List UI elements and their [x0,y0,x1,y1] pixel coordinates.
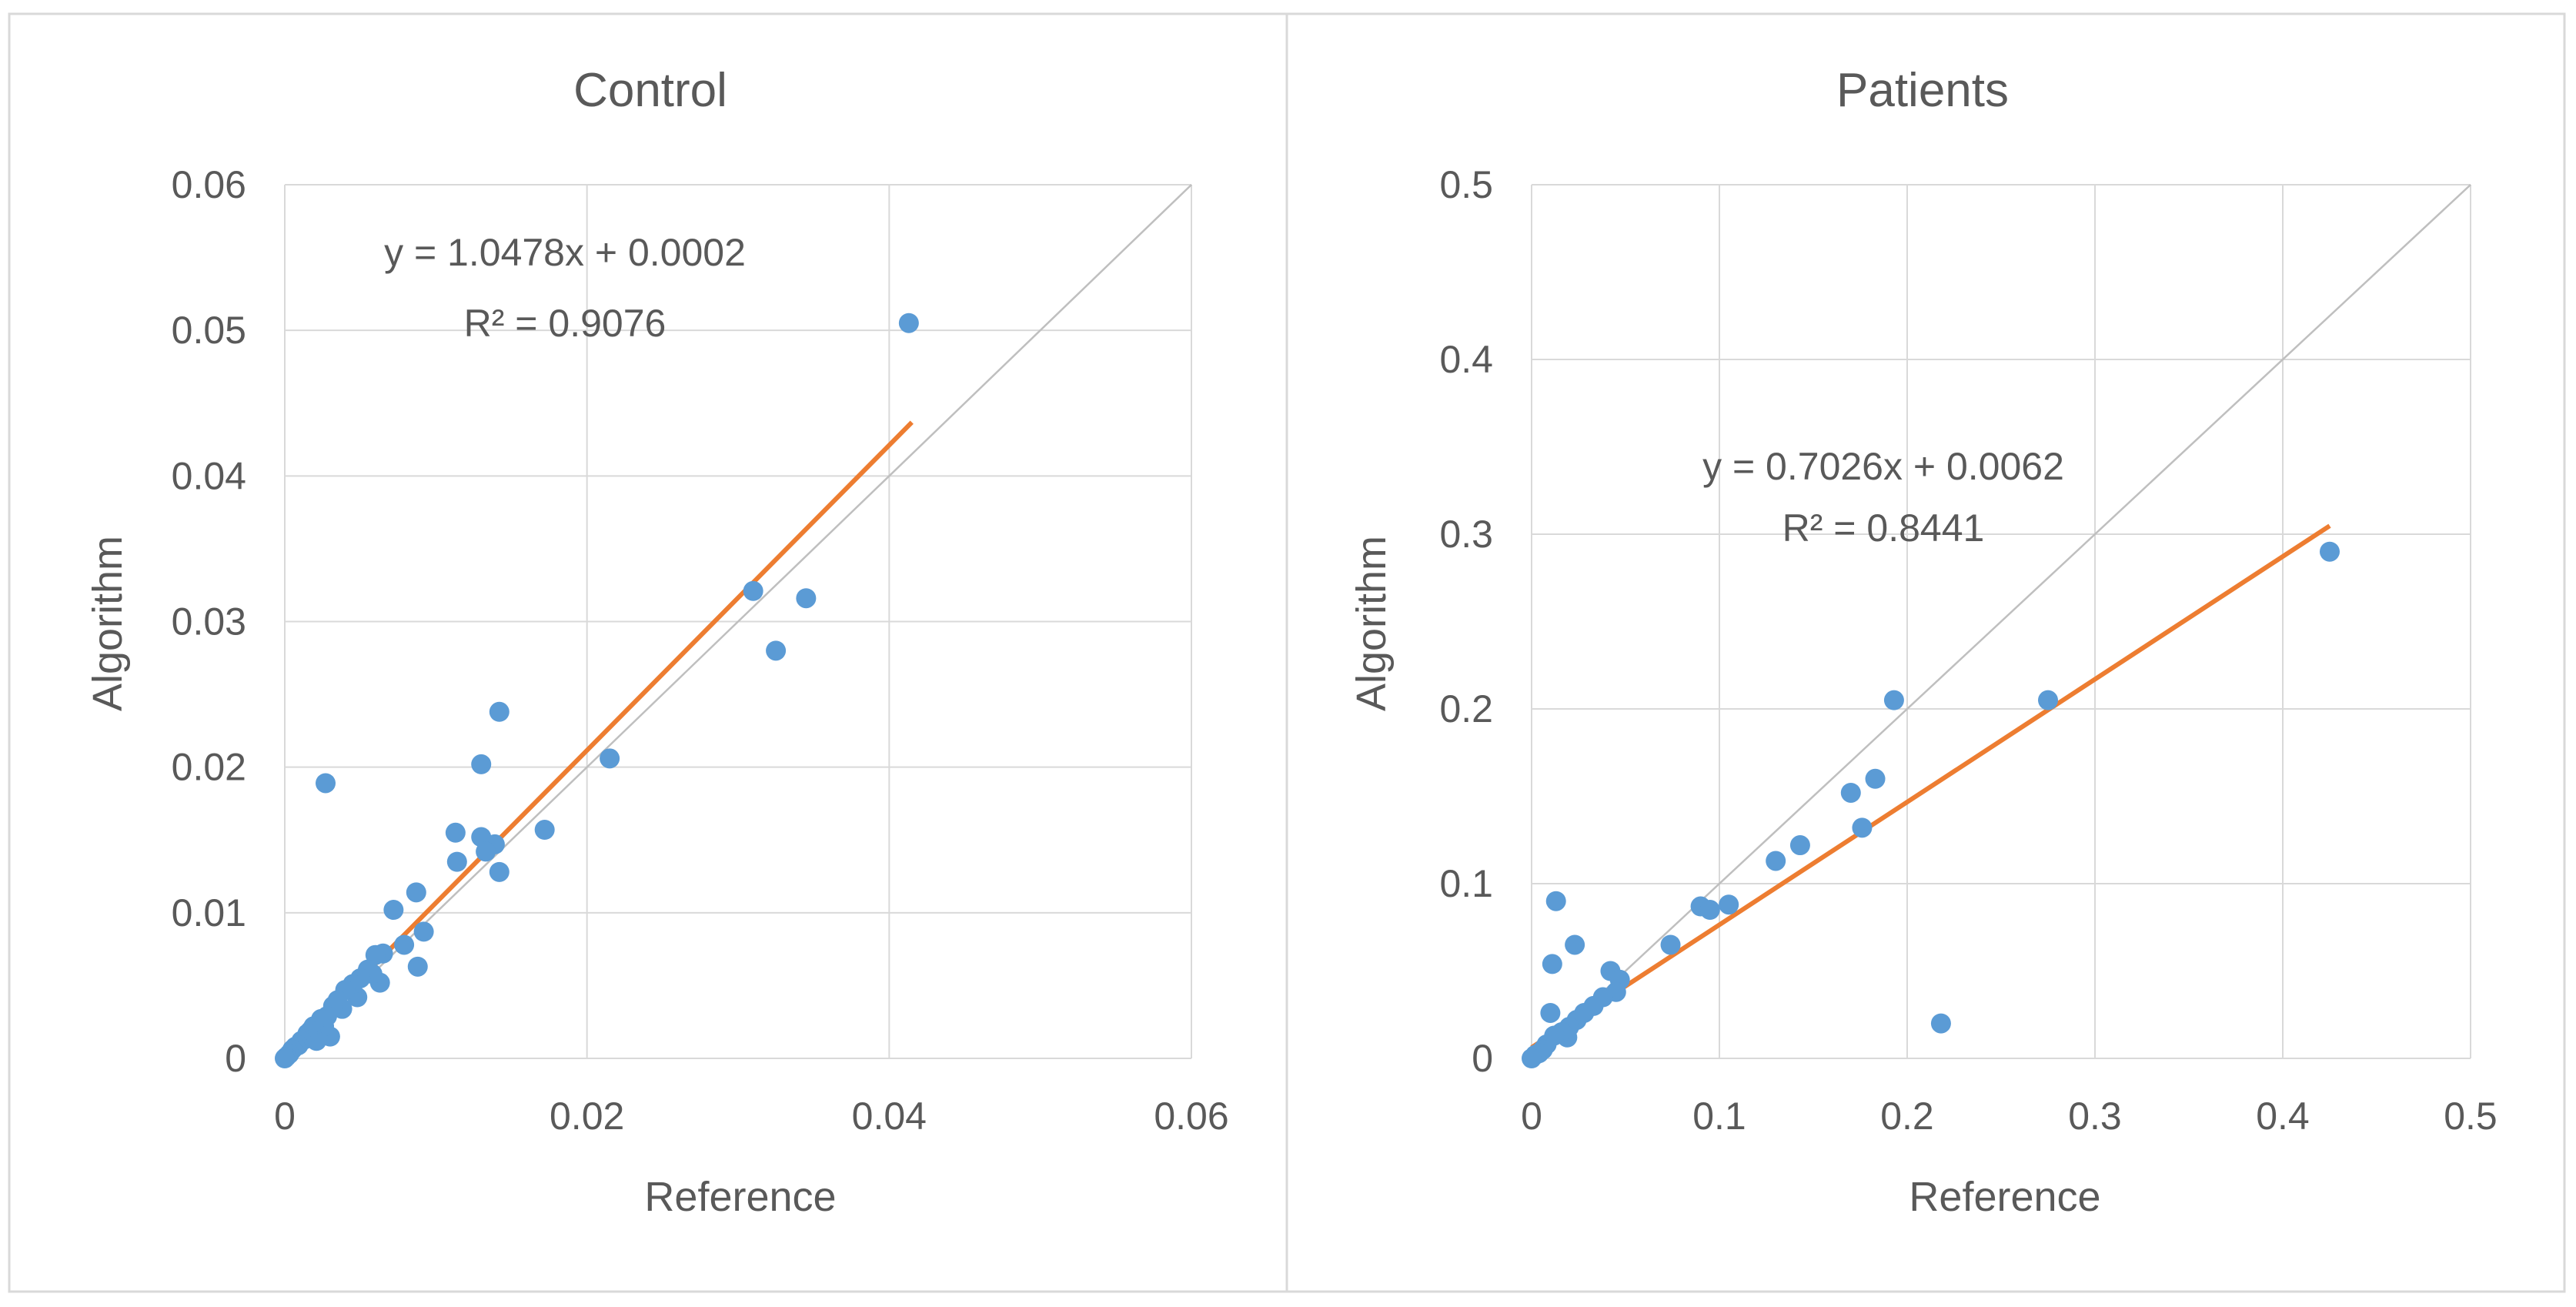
y-tick-label: 0.05 [172,309,246,352]
identity-line [1531,184,2471,1059]
y-tick-label: 0.4 [1439,338,1493,381]
data-point [476,841,496,862]
data-point [1522,1048,1542,1068]
y-tick-label: 0.5 [1439,163,1493,206]
data-point [489,701,510,722]
data-points [1522,541,2340,1068]
data-point [406,882,426,903]
data-point [1789,835,1810,856]
data-point [446,851,467,872]
x-tick-labels: 0 0.02 0.04 0.06 [274,1095,1229,1138]
data-point [1540,1002,1561,1023]
chart-border [1285,12,2566,1293]
y-tick-label: 0.01 [172,891,246,934]
data-point [1719,894,1739,915]
data-point [407,956,428,977]
x-tick-label: 0.4 [2256,1095,2310,1138]
y-tick-label: 0.3 [1439,513,1493,556]
trendline-equation: y = 1.0478x + 0.0002 [384,231,746,274]
y-tick-label: 0 [225,1037,246,1080]
x-tick-labels: 0 0.1 0.2 0.3 0.4 0.5 [1521,1095,2497,1138]
x-tick-label: 0.06 [1154,1095,1228,1138]
x-tick-label: 0 [274,1095,296,1138]
x-axis-label: Reference [644,1174,836,1220]
x-tick-label: 0.3 [2068,1095,2122,1138]
data-point [1542,954,1562,974]
y-tick-labels: 0 0.01 0.02 0.03 0.04 0.05 0.06 [172,163,246,1080]
data-point [2320,541,2340,562]
data-point [743,580,763,601]
x-tick-label: 0.2 [1880,1095,1934,1138]
y-tick-labels: 0 0.1 0.2 0.3 0.4 0.5 [1439,163,1493,1080]
data-point [766,640,787,661]
y-tick-label: 0 [1472,1037,1493,1080]
data-point [600,748,620,769]
x-tick-label: 0.1 [1692,1095,1746,1138]
y-tick-label: 0.1 [1439,862,1493,905]
data-point [1883,690,1904,710]
data-point [471,754,492,774]
identity-line [284,184,1192,1059]
y-axis-label: Algorithm [1348,536,1395,711]
y-tick-label: 0.03 [172,600,246,643]
x-tick-label: 0 [1521,1095,1542,1138]
trendline-equation: y = 0.7026x + 0.0062 [1702,445,2064,488]
data-point [1930,1013,1951,1034]
data-point [796,588,817,609]
data-point [316,773,336,794]
data-point [275,1048,295,1068]
data-point [489,861,510,882]
data-point [534,820,555,841]
data-point [1565,934,1585,955]
x-axis-label: Reference [1909,1174,2100,1220]
data-point [898,313,919,333]
data-point [413,921,434,942]
x-tick-label: 0.5 [2444,1095,2497,1138]
r-squared-label: R² = 0.8441 [1782,506,1985,550]
y-axis-label: Algorithm [85,536,131,711]
data-point [1852,817,1873,838]
data-point [445,822,466,843]
x-tick-label: 0.04 [852,1095,927,1138]
chart-title: Control [573,64,727,117]
data-point [1865,768,1886,789]
chart-control: Control 0 0.02 0.04 0.06 00.010.020.030.040… [8,12,1288,1293]
chart-patients: Patients 0 0.1 0.2 0.3 0.4 0.5 00.10.20.30.40… [1285,12,2566,1293]
data-point [394,934,415,955]
x-tick-label: 0.02 [550,1095,624,1138]
chart-title: Patients [1836,64,2009,117]
data-point [383,900,404,921]
y-tick-label: 0.06 [172,163,246,206]
y-tick-label: 0.2 [1439,687,1493,730]
y-tick-label: 0.02 [172,746,246,789]
data-point [1699,900,1720,921]
data-point [2038,690,2058,710]
trendline [1530,523,2331,1050]
r-squared-label: R² = 0.9076 [464,302,667,345]
data-point [1766,851,1786,871]
data-point [1545,891,1566,911]
data-point [1660,934,1681,955]
y-tick-label: 0.04 [172,454,246,497]
data-points [275,313,919,1068]
data-point [1840,782,1861,803]
